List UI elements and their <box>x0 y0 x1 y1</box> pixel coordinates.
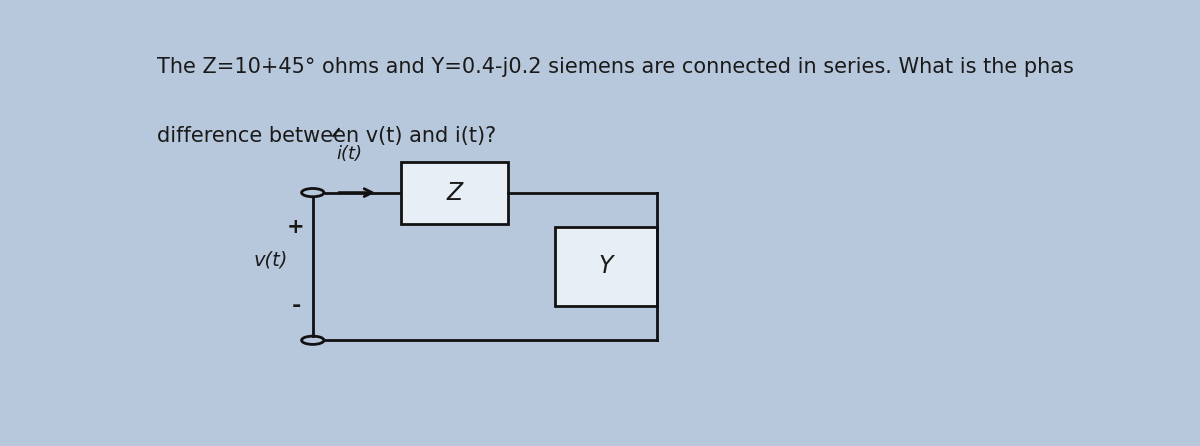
Text: -: - <box>292 296 301 316</box>
Text: +: + <box>287 217 305 237</box>
Text: The Z=10∔45° ohms and Y=0.4-j0.2 siemens are connected in series. What is the ph: The Z=10∔45° ohms and Y=0.4-j0.2 siemens… <box>157 57 1074 77</box>
Text: i(t): i(t) <box>336 145 362 163</box>
Bar <box>554 227 656 306</box>
Text: v(t): v(t) <box>253 250 288 269</box>
Text: Y: Y <box>599 254 613 278</box>
Bar <box>401 162 508 223</box>
Text: difference between v(t) and i(t)?: difference between v(t) and i(t)? <box>157 126 497 146</box>
Text: Z: Z <box>446 181 463 205</box>
